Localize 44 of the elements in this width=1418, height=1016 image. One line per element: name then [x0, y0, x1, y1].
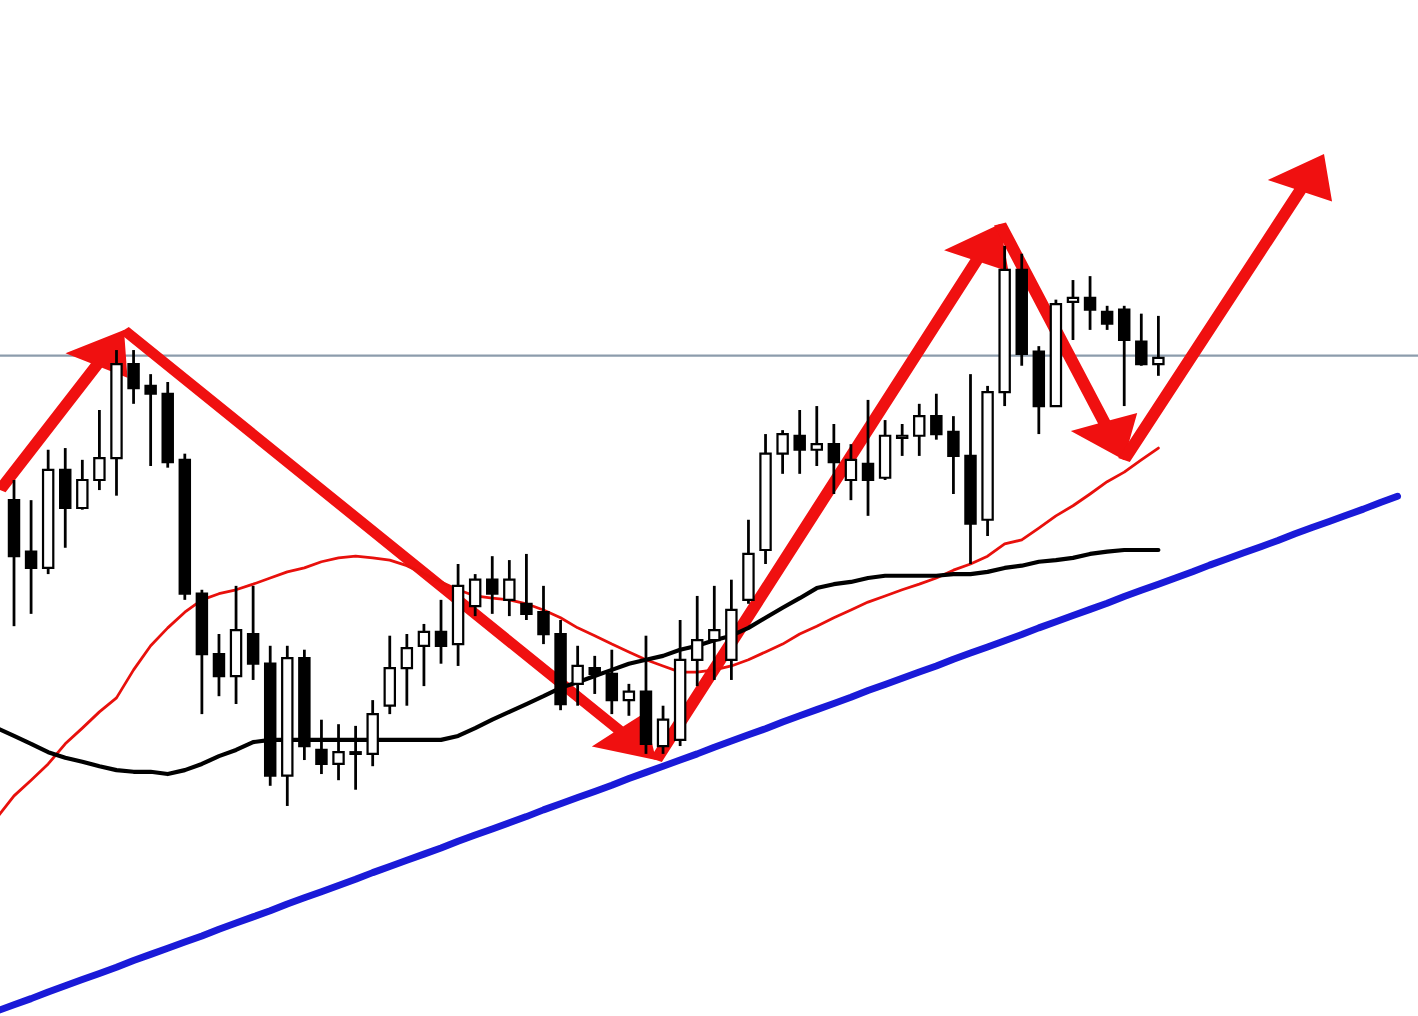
candlestick	[878, 418, 892, 482]
candlestick	[622, 682, 636, 718]
candlestick	[383, 634, 396, 716]
candlestick	[59, 446, 72, 550]
candlestick	[895, 422, 909, 458]
candlestick	[93, 408, 106, 492]
candlestick	[537, 584, 550, 646]
candlestick	[571, 644, 584, 708]
candlestick	[861, 398, 875, 518]
candlestick	[400, 632, 414, 708]
candlestick	[212, 632, 226, 698]
candlestick	[1083, 274, 1097, 332]
candlestick	[468, 572, 482, 618]
candlestick	[810, 404, 824, 468]
candlestick	[656, 704, 670, 756]
candlestick	[417, 622, 431, 688]
candlestick	[1066, 278, 1080, 342]
candlestick	[742, 518, 755, 606]
candlestick	[844, 442, 858, 502]
candlestick	[127, 348, 140, 406]
candlestick	[930, 392, 943, 442]
candlestick	[1100, 304, 1114, 332]
candlestick	[76, 458, 89, 512]
candlestick	[776, 428, 789, 476]
candlestick	[690, 594, 704, 688]
candlestick	[793, 408, 806, 476]
candlestick	[947, 414, 960, 496]
candlestick	[246, 584, 260, 682]
candlestick	[366, 698, 379, 768]
candlestick	[605, 648, 619, 716]
candlestick	[434, 598, 448, 666]
candlestick	[486, 554, 499, 616]
candlestick	[913, 402, 926, 458]
candlestick	[503, 558, 516, 618]
candlestick	[827, 422, 841, 496]
candlestick	[229, 584, 243, 706]
candlestick	[144, 372, 157, 468]
candlestick	[24, 498, 38, 616]
candlestick	[708, 584, 721, 682]
candlestick	[520, 552, 533, 622]
candlestick	[1152, 314, 1165, 378]
candlestick	[1135, 312, 1148, 368]
candlestick	[1117, 304, 1131, 408]
candlestick	[588, 654, 601, 696]
